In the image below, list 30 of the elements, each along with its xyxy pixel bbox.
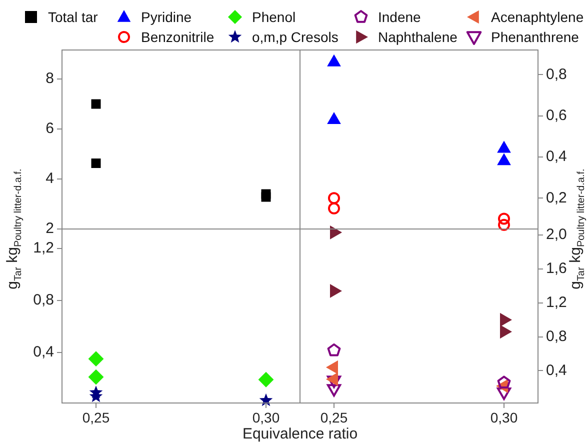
y-tick-label: 1,2: [33, 240, 54, 257]
legend-label: Phenanthrene: [491, 29, 579, 45]
legend-label: Total tar: [48, 9, 98, 25]
legend-label: Phenol: [252, 9, 296, 25]
legend-label: Naphthalene: [378, 29, 458, 45]
x-axis-title: Equivalence ratio: [242, 426, 358, 442]
y-tick-label: 2: [46, 220, 54, 238]
x-tick-label: 0,25: [320, 409, 348, 426]
y-tick-label: 8: [46, 70, 54, 88]
y-tick-label: 1,2: [546, 294, 567, 311]
y-tick-label: 1,6: [546, 260, 567, 278]
y-tick-label: 0,4: [546, 362, 567, 379]
legend-label: Acenaphtylene: [491, 9, 584, 25]
legend-label: o,m,p Cresols: [252, 29, 338, 45]
y-tick-label: 0,6: [546, 106, 567, 124]
y-tick-label: 2,0: [546, 226, 567, 244]
legend-label: Pyridine: [141, 9, 192, 25]
y-tick-label: 6: [46, 120, 54, 138]
y-tick-label: 0,4: [546, 148, 567, 166]
y-tick-label: 4: [46, 170, 54, 188]
legend-label: Benzonitrile: [141, 29, 214, 45]
y-tick-label: 0,8: [33, 292, 54, 309]
x-tick-label: 0,30: [252, 409, 280, 426]
y-tick-label: 0,8: [546, 328, 567, 345]
y-tick-label: 0,2: [546, 189, 567, 206]
y-tick-label: 0,4: [33, 344, 54, 360]
x-tick-label: 0,25: [82, 409, 110, 426]
x-tick-label: 0,30: [490, 409, 518, 426]
y-tick-label: 0,8: [546, 66, 567, 83]
legend-label: Indene: [378, 9, 421, 25]
